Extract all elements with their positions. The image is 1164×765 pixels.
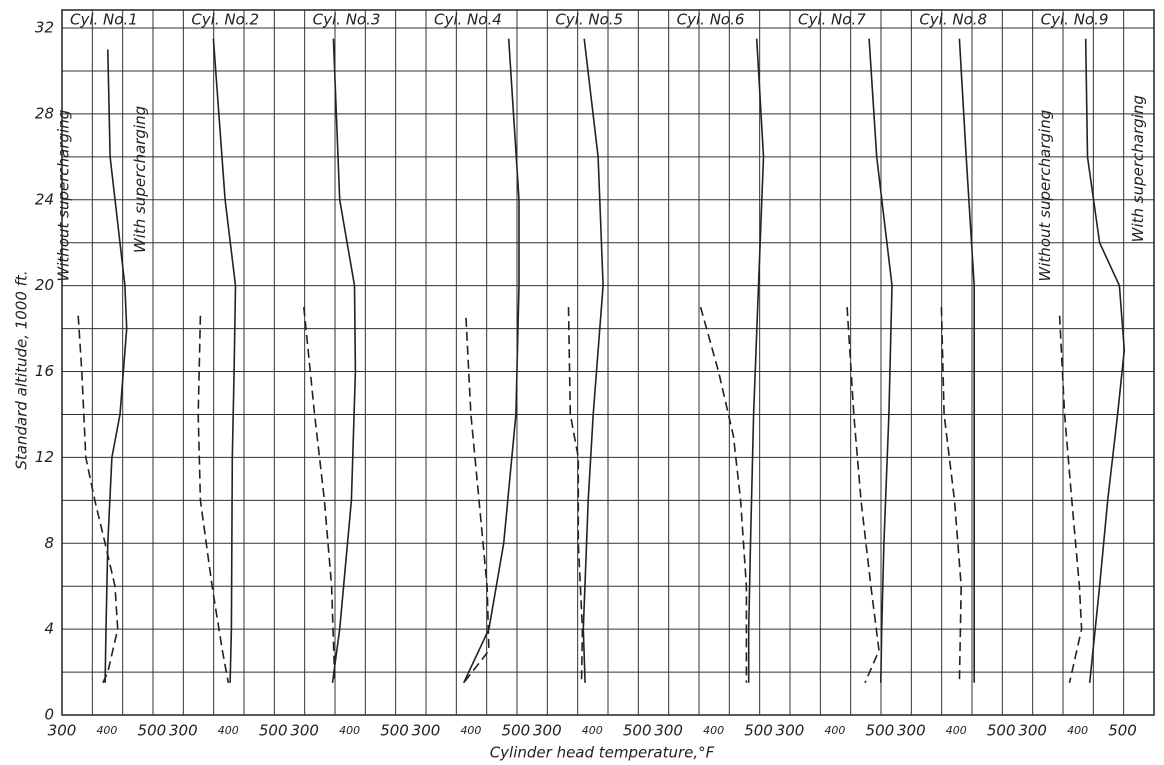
y-tick-label: 28: [35, 104, 54, 122]
series-line: [104, 49, 128, 683]
series-line: [77, 315, 119, 684]
series-annotation: With supercharging: [1129, 95, 1147, 242]
series-line: [567, 307, 584, 683]
y-tick-label: 0: [44, 706, 54, 724]
x-tick-label: 300: [533, 722, 562, 740]
x-tick-label: 300: [654, 722, 683, 740]
panel-title: Cyl. No.4: [434, 11, 502, 29]
series-annotation: With supercharging: [131, 106, 149, 253]
x-tick-label: 500: [744, 722, 773, 740]
y-tick-label: 32: [35, 19, 54, 37]
panel-title: Cyl. No.5: [555, 11, 623, 29]
panel-title: Cyl. No.1: [70, 11, 138, 29]
series-line: [747, 38, 765, 683]
series-line: [463, 317, 490, 684]
x-tick-label: 400: [460, 724, 481, 737]
y-tick-label: 8: [44, 534, 54, 552]
x-tick-label: 500: [623, 722, 652, 740]
y-tick-label: 12: [35, 448, 54, 466]
series-line: [846, 307, 880, 684]
panel-title: Cyl. No.6: [677, 11, 745, 29]
series-line: [699, 306, 748, 683]
series-line: [331, 38, 357, 683]
panel-title: Cyl. No.3: [313, 11, 381, 29]
x-tick-label: 500: [1108, 722, 1137, 740]
x-tick-label: 400: [946, 724, 967, 737]
x-tick-label: 400: [218, 724, 239, 737]
series-line: [212, 38, 237, 683]
series-annotation: Without supercharging: [1036, 110, 1054, 282]
x-tick-label: 300: [1018, 722, 1047, 740]
series-line: [868, 38, 893, 683]
x-tick-label: 400: [339, 724, 360, 737]
x-tick-label: 500: [138, 722, 167, 740]
y-tick-label: 4: [44, 620, 54, 638]
x-tick-label: 300: [169, 722, 198, 740]
x-tick-label: 400: [582, 724, 603, 737]
y-axis-label: Standard altitude, 1000 ft.: [13, 270, 31, 469]
panel-title: Cyl. No.8: [919, 11, 987, 29]
y-tick-label: 16: [35, 362, 54, 380]
x-tick-label: 500: [502, 722, 531, 740]
x-tick-label: 500: [866, 722, 895, 740]
panel-title: Cyl. No.9: [1041, 11, 1109, 29]
x-tick-label: 300: [897, 722, 926, 740]
x-tick-label: 300: [48, 722, 77, 740]
x-tick-label: 400: [96, 724, 117, 737]
series-line: [303, 307, 336, 683]
series-annotation: Without supercharging: [55, 110, 73, 282]
x-tick-label: 300: [776, 722, 805, 740]
x-tick-label: 300: [412, 722, 441, 740]
x-tick-label: 500: [380, 722, 409, 740]
series-line: [940, 307, 963, 683]
panel-title: Cyl. No.2: [191, 11, 259, 29]
x-tick-label: 400: [1067, 724, 1088, 737]
series-line: [197, 315, 230, 683]
series-line: [582, 38, 604, 683]
x-tick-label: 400: [824, 724, 845, 737]
series-line: [958, 38, 975, 683]
series-line: [1084, 38, 1126, 683]
panel-title: Cyl. No.7: [798, 11, 866, 29]
x-tick-label: 400: [703, 724, 724, 737]
x-tick-label: 500: [987, 722, 1016, 740]
x-tick-label: 500: [259, 722, 288, 740]
y-tick-label: 24: [35, 190, 54, 208]
x-tick-label: 300: [290, 722, 319, 740]
series-line: [1058, 315, 1083, 683]
y-tick-label: 20: [35, 276, 54, 294]
x-axis-label: Cylinder head temperature,°F: [490, 744, 715, 762]
